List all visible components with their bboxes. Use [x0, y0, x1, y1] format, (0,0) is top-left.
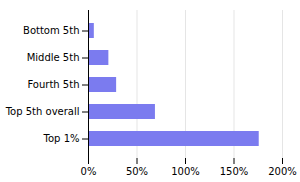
svg-text:150%: 150% — [220, 166, 249, 177]
svg-text:Middle 5th: Middle 5th — [27, 52, 80, 63]
svg-text:50%: 50% — [126, 166, 148, 177]
svg-text:Bottom 5th: Bottom 5th — [23, 25, 79, 36]
svg-text:0%: 0% — [81, 166, 97, 177]
svg-text:Top 5th overall: Top 5th overall — [5, 106, 80, 117]
svg-text:100%: 100% — [171, 166, 200, 177]
svg-text:Fourth 5th: Fourth 5th — [27, 79, 79, 90]
svg-text:Top 1%: Top 1% — [43, 133, 80, 144]
svg-text:200%: 200% — [268, 166, 297, 177]
